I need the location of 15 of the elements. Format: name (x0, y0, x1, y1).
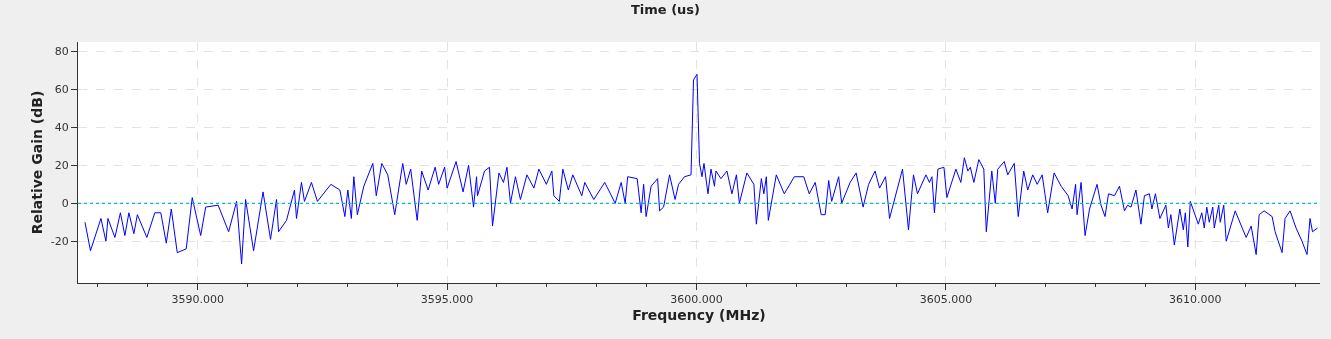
x-tick-label: 3600.000 (670, 293, 723, 307)
y-axis-title: Relative Gain (dB) (29, 90, 46, 235)
y-tick-label: 20 (54, 159, 69, 173)
y-tick-label: -20 (50, 235, 69, 249)
y-tick-label: 80 (54, 45, 69, 59)
x-tick-label: 3590.000 (171, 293, 224, 307)
x-tick-label: 3605.000 (919, 293, 973, 307)
y-tick-label: 0 (61, 197, 69, 211)
x-tick-label: 3610.000 (1169, 293, 1222, 307)
x-tick-label: 3595.000 (420, 293, 474, 307)
y-tick-label: 40 (54, 121, 69, 135)
y-tick-label: 60 (54, 83, 69, 97)
line-series (84, 73, 1319, 265)
chart-title: Time (us) (630, 2, 701, 18)
x-axis-title: Frequency (MHz) (632, 306, 766, 323)
